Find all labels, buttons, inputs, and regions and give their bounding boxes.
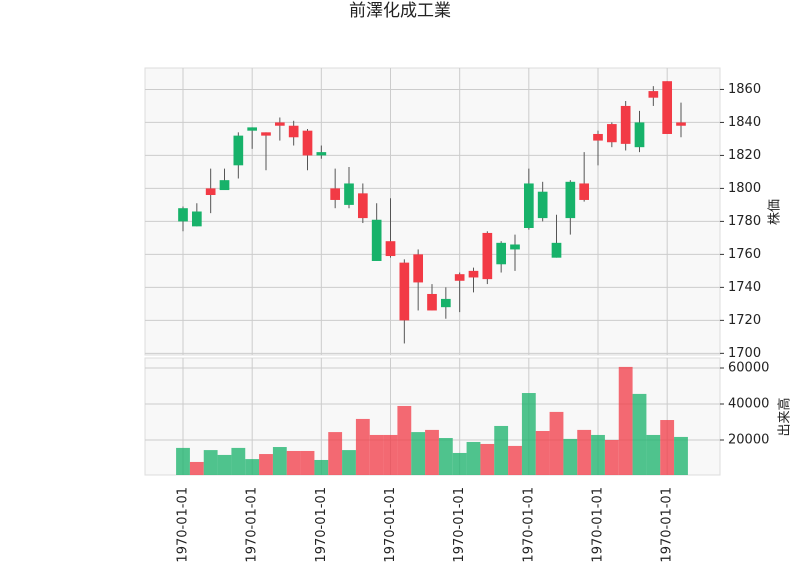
volume-bar xyxy=(369,434,384,475)
x-tick-label: 1970-01-01 xyxy=(452,487,467,563)
candle-body xyxy=(274,122,285,126)
x-tick-label: 1970-01-01 xyxy=(521,487,536,563)
candle-body xyxy=(178,208,188,222)
candle-body xyxy=(219,180,230,191)
volume-bar xyxy=(272,447,287,475)
x-tick-label: 1970-01-01 xyxy=(314,487,329,563)
x-tick-label: 1970-01-01 xyxy=(176,487,191,563)
candle-body xyxy=(537,191,548,219)
volume-bar xyxy=(466,441,481,475)
candle-body xyxy=(399,262,410,321)
volume-bar xyxy=(176,447,190,475)
candle-body xyxy=(302,130,313,156)
candle-body xyxy=(247,127,258,131)
candle-body xyxy=(468,270,479,278)
candle-body xyxy=(385,241,396,257)
volume-bar xyxy=(452,452,467,475)
candle-body xyxy=(606,124,617,143)
y-tick-label: 1860 xyxy=(728,82,761,97)
candle-body xyxy=(510,244,520,250)
volume-bar xyxy=(494,425,509,475)
candle-body xyxy=(427,293,437,311)
volume-bar xyxy=(577,429,592,475)
chart-title: 前澤化成工業 xyxy=(349,1,451,21)
x-tick-label: 1970-01-01 xyxy=(660,487,675,563)
y-tick-label: 1780 xyxy=(728,214,761,229)
volume-bar xyxy=(521,393,536,475)
y2-tick-label: 60000 xyxy=(728,361,769,376)
candle-body xyxy=(330,188,341,200)
volume-bar xyxy=(217,454,232,475)
y-tick-label: 1800 xyxy=(728,181,761,196)
volume-bar xyxy=(189,461,204,475)
volume-bar xyxy=(328,432,343,475)
volume-bar xyxy=(314,459,329,475)
candle-body xyxy=(551,242,562,258)
candle-body xyxy=(565,181,576,219)
volume-bar xyxy=(355,418,370,475)
candle-body xyxy=(634,122,645,148)
volume-bar xyxy=(604,440,619,475)
y-tick-label: 1840 xyxy=(728,115,761,130)
volume-bar xyxy=(535,431,550,475)
volume-bar xyxy=(411,432,426,475)
candle-body xyxy=(593,133,603,141)
volume-bar xyxy=(508,445,522,475)
y2-tick-label: 40000 xyxy=(728,397,769,412)
y2-axis-label: 出来高 xyxy=(777,397,793,436)
candle-body xyxy=(676,122,686,126)
x-tick-label: 1970-01-01 xyxy=(245,487,260,563)
volume-bar xyxy=(425,429,439,475)
price-panel xyxy=(144,67,721,356)
candle-body xyxy=(648,91,659,98)
candle-body xyxy=(454,274,465,281)
volume-bar xyxy=(660,420,675,475)
volume-bar xyxy=(632,393,647,475)
y-tick-label: 1760 xyxy=(728,247,761,262)
candle-body xyxy=(579,183,590,200)
volume-bar xyxy=(286,450,301,475)
y-axis-label: 株価 xyxy=(768,199,783,225)
y-tick-label: 1720 xyxy=(728,313,761,328)
volume-bar xyxy=(549,411,564,475)
volume-bar xyxy=(563,438,578,475)
volume-bar xyxy=(383,434,398,475)
candle-body xyxy=(205,188,216,196)
y2-tick-label: 20000 xyxy=(728,433,769,448)
volume-bar xyxy=(231,447,246,475)
volume-bar xyxy=(203,450,218,475)
x-tick-label: 1970-01-01 xyxy=(591,487,606,563)
candle-body xyxy=(440,298,451,308)
volume-bar xyxy=(342,450,356,475)
candle-body xyxy=(316,152,327,156)
volume-bar xyxy=(397,405,412,475)
candle-body xyxy=(191,211,202,227)
candle-body xyxy=(523,183,534,228)
candle-body xyxy=(482,232,493,280)
candle-body xyxy=(288,125,299,138)
y-tick-label: 1740 xyxy=(728,280,761,295)
candle-body xyxy=(344,183,354,205)
volume-bar xyxy=(259,454,273,475)
volume-bar xyxy=(646,434,661,475)
candle-body xyxy=(233,135,244,166)
candle-body xyxy=(496,242,507,265)
volume-bar xyxy=(591,434,605,475)
candle-body xyxy=(261,132,271,136)
volume-bar xyxy=(245,459,260,475)
x-tick-label: 1970-01-01 xyxy=(383,487,398,563)
volume-bar xyxy=(300,450,315,475)
candle-body xyxy=(371,219,382,261)
candle-body xyxy=(620,105,631,144)
candle-body xyxy=(662,81,673,134)
y-tick-label: 1700 xyxy=(728,346,761,361)
volume-bar xyxy=(674,436,688,475)
volume-bar xyxy=(480,443,495,475)
y-tick-label: 1820 xyxy=(728,148,761,163)
candle-body xyxy=(413,254,424,283)
candle-body xyxy=(357,193,368,219)
volume-bar xyxy=(618,366,633,475)
volume-bar xyxy=(438,438,453,475)
